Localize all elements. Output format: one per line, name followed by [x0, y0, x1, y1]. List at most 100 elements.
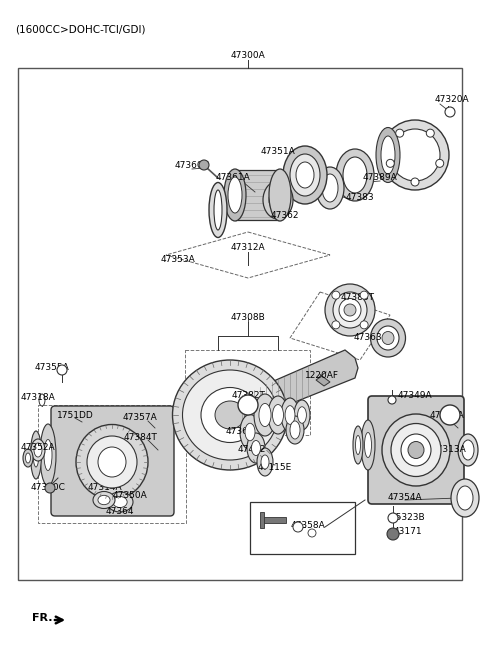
Ellipse shape: [269, 188, 287, 212]
Ellipse shape: [286, 416, 304, 444]
Ellipse shape: [322, 174, 338, 202]
Ellipse shape: [33, 443, 39, 467]
Ellipse shape: [298, 407, 306, 424]
Ellipse shape: [451, 479, 479, 517]
Text: 47318A: 47318A: [21, 393, 55, 403]
Bar: [250, 502, 355, 554]
Circle shape: [445, 107, 455, 117]
Ellipse shape: [316, 167, 344, 209]
Ellipse shape: [247, 433, 265, 463]
Text: 47452: 47452: [238, 446, 266, 454]
Ellipse shape: [290, 154, 320, 196]
Circle shape: [45, 483, 55, 493]
Text: 47353A: 47353A: [161, 255, 195, 265]
Circle shape: [238, 395, 258, 415]
Text: 47312A: 47312A: [231, 244, 265, 253]
Text: 47386T: 47386T: [341, 293, 375, 303]
Bar: [260, 512, 264, 528]
Ellipse shape: [376, 128, 400, 182]
Text: 47361A: 47361A: [216, 174, 251, 182]
Ellipse shape: [98, 496, 110, 505]
Circle shape: [57, 365, 67, 375]
Polygon shape: [388, 143, 415, 167]
Circle shape: [396, 129, 404, 137]
Text: (1600CC>DOHC-TCI/GDI): (1600CC>DOHC-TCI/GDI): [15, 25, 145, 35]
Ellipse shape: [34, 443, 42, 457]
Text: 47357A: 47357A: [122, 413, 157, 422]
Ellipse shape: [44, 440, 52, 470]
Ellipse shape: [283, 146, 327, 204]
Ellipse shape: [290, 421, 300, 439]
Bar: [262, 517, 286, 523]
Text: 47352A: 47352A: [21, 444, 55, 452]
Ellipse shape: [31, 439, 45, 461]
Ellipse shape: [201, 387, 259, 442]
Circle shape: [199, 160, 209, 170]
Ellipse shape: [381, 136, 395, 174]
Ellipse shape: [39, 394, 45, 406]
Circle shape: [411, 178, 419, 186]
Ellipse shape: [254, 394, 276, 436]
Ellipse shape: [113, 496, 127, 508]
Ellipse shape: [252, 440, 261, 456]
Circle shape: [332, 321, 340, 329]
Circle shape: [426, 129, 434, 137]
Ellipse shape: [344, 304, 356, 316]
Ellipse shape: [339, 299, 361, 321]
Text: 47358A: 47358A: [290, 520, 325, 530]
Text: 47359A: 47359A: [430, 411, 465, 420]
Ellipse shape: [401, 434, 431, 466]
Ellipse shape: [273, 405, 284, 426]
Ellipse shape: [76, 424, 148, 500]
Polygon shape: [230, 350, 358, 428]
Ellipse shape: [259, 403, 271, 427]
Polygon shape: [316, 376, 330, 386]
Text: 47349A: 47349A: [398, 391, 432, 399]
Ellipse shape: [245, 424, 255, 441]
Circle shape: [436, 160, 444, 168]
Ellipse shape: [87, 436, 137, 488]
Text: 47115E: 47115E: [258, 462, 292, 472]
Ellipse shape: [294, 400, 310, 430]
Text: 47360C: 47360C: [175, 160, 209, 170]
Text: 47363: 47363: [354, 333, 382, 343]
Ellipse shape: [281, 398, 299, 432]
Text: 1220AF: 1220AF: [305, 371, 339, 379]
Ellipse shape: [25, 453, 31, 463]
Circle shape: [388, 513, 398, 523]
Text: 47350A: 47350A: [113, 490, 147, 500]
Ellipse shape: [371, 319, 406, 357]
Text: 47383: 47383: [346, 192, 374, 202]
Ellipse shape: [382, 414, 450, 486]
Ellipse shape: [325, 284, 375, 336]
Circle shape: [332, 291, 340, 299]
Text: 47395: 47395: [266, 411, 294, 420]
Circle shape: [388, 396, 396, 404]
Ellipse shape: [269, 169, 291, 221]
Ellipse shape: [382, 331, 394, 345]
Text: 47364: 47364: [106, 508, 134, 516]
Ellipse shape: [336, 149, 374, 201]
Circle shape: [387, 528, 399, 540]
Ellipse shape: [462, 440, 474, 460]
Bar: [185, 350, 310, 435]
Ellipse shape: [364, 432, 372, 458]
Ellipse shape: [458, 434, 478, 466]
Ellipse shape: [240, 415, 260, 450]
Text: A: A: [245, 401, 251, 409]
Ellipse shape: [268, 396, 288, 434]
Text: A: A: [447, 411, 453, 420]
Ellipse shape: [215, 401, 245, 429]
Ellipse shape: [296, 162, 314, 188]
Ellipse shape: [377, 326, 399, 350]
Text: 47308B: 47308B: [230, 313, 265, 323]
Ellipse shape: [381, 120, 449, 190]
Ellipse shape: [390, 129, 440, 181]
Text: 47389A: 47389A: [362, 172, 397, 182]
Text: 47360C: 47360C: [31, 484, 65, 492]
Text: 1751DD: 1751DD: [57, 411, 94, 420]
Text: 47382T: 47382T: [231, 391, 265, 399]
Text: 47354A: 47354A: [388, 494, 422, 502]
Bar: [18, 68, 462, 580]
Polygon shape: [235, 170, 280, 220]
